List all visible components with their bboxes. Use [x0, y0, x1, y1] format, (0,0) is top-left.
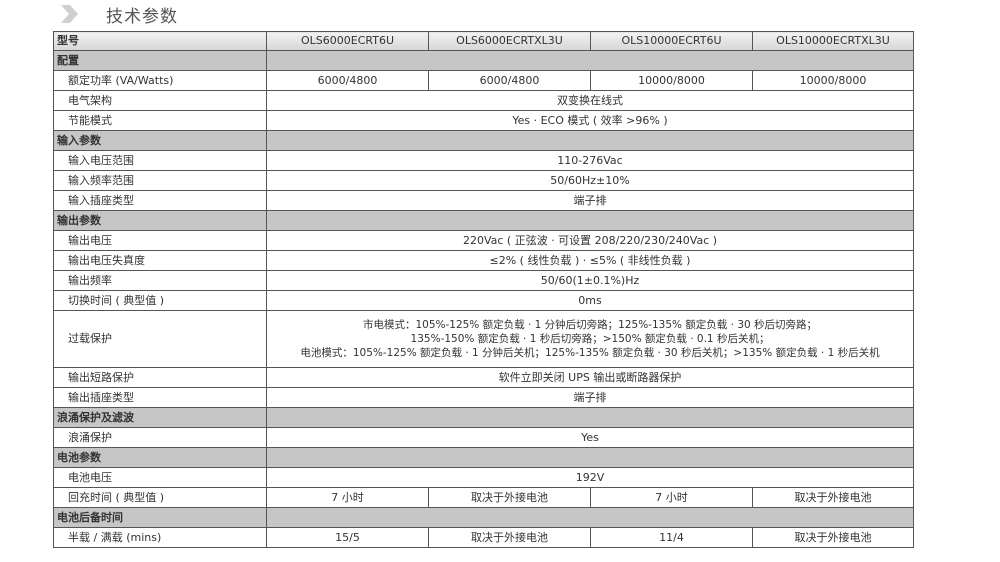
row-value: 50/60(1±0.1%)Hz: [266, 270, 914, 291]
table-row: 电气架构 双变换在线式: [53, 90, 914, 111]
header-label: 型号: [53, 31, 267, 51]
row-value: 端子排: [266, 190, 914, 211]
row-value: 6000/4800: [428, 70, 591, 91]
table-row: 输出电压失真度 ≤2% ( 线性负载 ) · ≤5% ( 非线性负载 ): [53, 250, 914, 271]
table-row: 切换时间 ( 典型值 ) 0ms: [53, 290, 914, 311]
section-row: 浪涌保护及滤波: [53, 407, 914, 428]
section-label: 浪涌保护及滤波: [53, 407, 267, 428]
chevron-right-icon: [61, 5, 78, 23]
row-value: 7 小时: [590, 487, 753, 508]
table-row: 输出电压 220Vac ( 正弦波 · 可设置 208/220/230/240Va…: [53, 230, 914, 251]
row-label: 输入插座类型: [53, 190, 267, 211]
table-row: 电池电压 192V: [53, 467, 914, 488]
table-row: 输入电压范围 110-276Vac: [53, 150, 914, 171]
model-header: OLS10000ECRT6U: [590, 31, 753, 51]
row-value: 50/60Hz±10%: [266, 170, 914, 191]
row-value: 软件立即关闭 UPS 输出或断路器保护: [266, 367, 914, 388]
value-line: 市电模式：105%-125% 额定负载 · 1 分钟后切旁路；125%-135%…: [362, 319, 818, 331]
section-fill: [266, 407, 914, 428]
row-label: 输出频率: [53, 270, 267, 291]
section-row: 电池后备时间: [53, 507, 914, 528]
row-label: 半载 / 满载 (mins): [53, 527, 267, 548]
row-value: 15/5: [266, 527, 429, 548]
table-row: 节能模式 Yes · ECO 模式 ( 效率 >96% ): [53, 110, 914, 131]
section-label: 电池参数: [53, 447, 267, 468]
row-value: 10000/8000: [590, 70, 753, 91]
table-row: 输出频率 50/60(1±0.1%)Hz: [53, 270, 914, 291]
value-line: 135%-150% 额定负载 · 1 秒后切旁路；>150% 额定负载 · 0.…: [410, 333, 770, 345]
row-value: Yes · ECO 模式 ( 效率 >96% ): [266, 110, 914, 131]
section-label: 输入参数: [53, 130, 267, 151]
row-value: 双变换在线式: [266, 90, 914, 111]
section-label: 电池后备时间: [53, 507, 267, 528]
value-line: 电池模式：105%-125% 额定负载 · 1 分钟后关机；125%-135% …: [300, 347, 880, 359]
row-value: Yes: [266, 427, 914, 448]
row-label: 输出短路保护: [53, 367, 267, 388]
row-value: 11/4: [590, 527, 753, 548]
table-row: 半载 / 满载 (mins) 15/5 取决于外接电池 11/4 取决于外接电池: [53, 527, 914, 548]
row-label: 回充时间 ( 典型值 ): [53, 487, 267, 508]
table-row: 过载保护 市电模式：105%-125% 额定负载 · 1 分钟后切旁路；125%-…: [53, 310, 914, 368]
model-header: OLS10000ECRTXL3U: [752, 31, 914, 51]
row-value: 端子排: [266, 387, 914, 408]
row-value: 0ms: [266, 290, 914, 311]
row-value: ≤2% ( 线性负载 ) · ≤5% ( 非线性负载 ): [266, 250, 914, 271]
row-label: 输出插座类型: [53, 387, 267, 408]
table-row: 输出插座类型 端子排: [53, 387, 914, 408]
table-row: 额定功率 (VA/Watts) 6000/4800 6000/4800 10000/8…: [53, 70, 914, 91]
section-row: 输出参数: [53, 210, 914, 231]
section-fill: [266, 50, 914, 71]
section-fill: [266, 210, 914, 231]
table-row: 输入频率范围 50/60Hz±10%: [53, 170, 914, 191]
row-label: 切换时间 ( 典型值 ): [53, 290, 267, 311]
spec-table: 型号 OLS6000ECRT6U OLS6000ECRTXL3U OLS1000…: [53, 31, 914, 548]
row-label: 输入频率范围: [53, 170, 267, 191]
table-row: 输入插座类型 端子排: [53, 190, 914, 211]
section-row: 配置: [53, 50, 914, 71]
row-value: 192V: [266, 467, 914, 488]
row-label: 过载保护: [53, 310, 267, 368]
row-value: 市电模式：105%-125% 额定负载 · 1 分钟后切旁路；125%-135%…: [266, 310, 914, 368]
row-label: 浪涌保护: [53, 427, 267, 448]
section-fill: [266, 507, 914, 528]
row-label: 电气架构: [53, 90, 267, 111]
row-value: 10000/8000: [752, 70, 914, 91]
row-value: 取决于外接电池: [752, 487, 914, 508]
row-label: 输入电压范围: [53, 150, 267, 171]
model-header: OLS6000ECRTXL3U: [428, 31, 591, 51]
row-value: 110-276Vac: [266, 150, 914, 171]
row-value: 220Vac ( 正弦波 · 可设置 208/220/230/240Vac ): [266, 230, 914, 251]
row-value: 取决于外接电池: [752, 527, 914, 548]
section-label: 输出参数: [53, 210, 267, 231]
row-value: 取决于外接电池: [428, 527, 591, 548]
row-value: 取决于外接电池: [428, 487, 591, 508]
section-title: 技术参数: [58, 0, 178, 28]
row-label: 节能模式: [53, 110, 267, 131]
row-label: 输出电压失真度: [53, 250, 267, 271]
model-header: OLS6000ECRT6U: [266, 31, 429, 51]
header-row: 型号 OLS6000ECRT6U OLS6000ECRTXL3U OLS1000…: [53, 31, 914, 51]
row-label: 额定功率 (VA/Watts): [53, 70, 267, 91]
row-value: 6000/4800: [266, 70, 429, 91]
row-label: 电池电压: [53, 467, 267, 488]
section-fill: [266, 447, 914, 468]
section-row: 电池参数: [53, 447, 914, 468]
row-label: 输出电压: [53, 230, 267, 251]
table-row: 浪涌保护 Yes: [53, 427, 914, 448]
row-value: 7 小时: [266, 487, 429, 508]
section-fill: [266, 130, 914, 151]
table-row: 回充时间 ( 典型值 ) 7 小时 取决于外接电池 7 小时 取决于外接电池: [53, 487, 914, 508]
section-row: 输入参数: [53, 130, 914, 151]
section-label: 配置: [53, 50, 267, 71]
title-text: 技术参数: [106, 6, 178, 27]
table-row: 输出短路保护 软件立即关闭 UPS 输出或断路器保护: [53, 367, 914, 388]
